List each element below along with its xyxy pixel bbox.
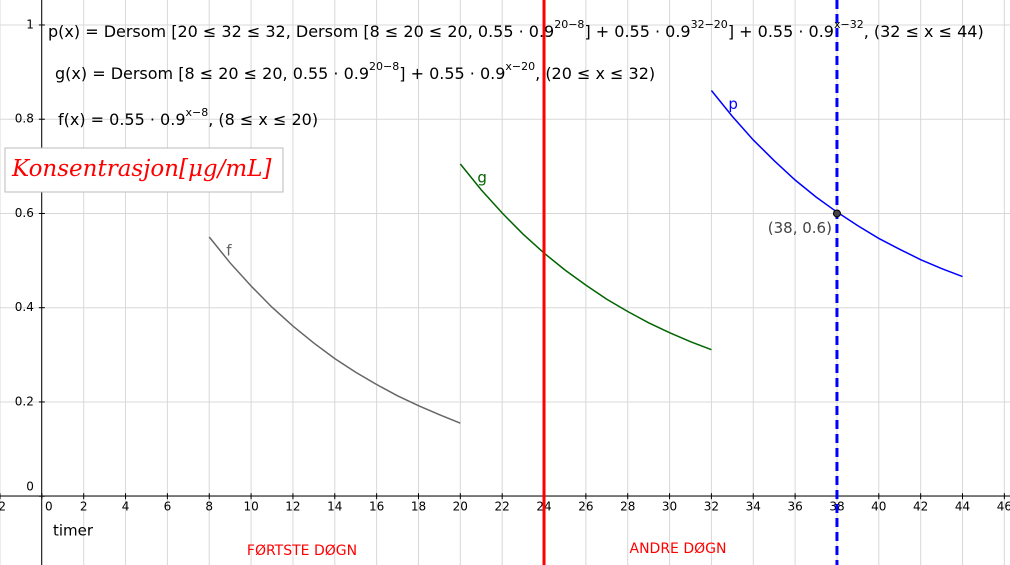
- x-tick-label: 16: [369, 500, 384, 514]
- formula: g(x) = Dersom [8 ≤ 20 ≤ 20, 0.55 · 0.920…: [55, 60, 655, 83]
- x-tick-label: 8: [205, 500, 213, 514]
- x-tick-label: 40: [871, 500, 886, 514]
- y-tick-label: 0: [26, 480, 34, 494]
- x-tick-label: 20: [453, 500, 468, 514]
- x-tick-label: 4: [122, 500, 130, 514]
- formula: f(x) = 0.55 · 0.9x−8​, (8 ≤ x ≤ 20): [58, 106, 318, 129]
- formula-text: p(x) = Dersom [20 ≤ 32 ≤ 32, Dersom [8 ≤…: [48, 22, 554, 41]
- y-tick-label: 0.8: [15, 112, 34, 126]
- region-label: FØRTSTE DØGN: [247, 543, 357, 559]
- x-tick-label: 32: [704, 500, 719, 514]
- x-tick-label: 6: [164, 500, 172, 514]
- formula-superscript: 20−8: [369, 60, 399, 73]
- formula-text: , (32 ≤ x ≤ 44): [864, 22, 984, 41]
- formula: p(x) = Dersom [20 ≤ 32 ≤ 32, Dersom [8 ≤…: [48, 18, 984, 41]
- x-tick-label: 44: [955, 500, 970, 514]
- x-tick-label: -2: [0, 500, 6, 514]
- annotation: Konsentrasjon[μg/mL]: [11, 156, 271, 182]
- y-tick-label: 0.4: [15, 300, 34, 314]
- annotation-box: [4, 147, 284, 193]
- formula-superscript: x−32: [834, 18, 864, 31]
- formula-superscript: 32−20: [691, 18, 728, 31]
- x-tick-label: 12: [285, 500, 300, 514]
- curve-label: f: [226, 242, 232, 260]
- x-tick-label: 28: [620, 500, 635, 514]
- x-tick-label: 36: [787, 500, 802, 514]
- x-tick-label: 46: [997, 500, 1010, 514]
- x-tick-label: 22: [495, 500, 510, 514]
- formula-superscript: x−20: [505, 60, 535, 73]
- x-tick-label: 18: [411, 500, 426, 514]
- point-label: (38, 0.6): [768, 219, 832, 237]
- formula-text: g(x) = Dersom [8 ≤ 20 ≤ 20, 0.55 · 0.9: [55, 64, 369, 83]
- formula-text: , (8 ≤ x ≤ 20): [208, 110, 318, 129]
- formula-text: ] + 0.55 · 0.9: [584, 22, 690, 41]
- x-tick-label: 0: [45, 500, 53, 514]
- formula-superscript: 20−8: [554, 18, 584, 31]
- y-tick-label: 0.6: [15, 206, 34, 220]
- x-tick-label: 26: [578, 500, 593, 514]
- y-tick-label: 1: [26, 17, 34, 31]
- formula-text: , (20 ≤ x ≤ 32): [535, 64, 655, 83]
- x-tick-label: 30: [662, 500, 677, 514]
- formula-superscript: x−8: [186, 106, 209, 119]
- point: [832, 209, 841, 218]
- x-tick-label: 2: [80, 500, 88, 514]
- formula-text: ] + 0.55 · 0.9: [399, 64, 505, 83]
- curve-label: p: [728, 95, 738, 113]
- x-axis-label: timer: [53, 522, 94, 540]
- x-tick-label: 42: [913, 500, 928, 514]
- region-label: ANDRE DØGN: [630, 541, 727, 557]
- x-tick-label: 10: [243, 500, 258, 514]
- curve: [208, 236, 461, 424]
- x-tick-label: 34: [746, 500, 761, 514]
- curve-label: g: [477, 168, 487, 186]
- formula-text: ] + 0.55 · 0.9: [728, 22, 834, 41]
- curve: [459, 163, 712, 351]
- y-tick-label: 0.2: [15, 394, 34, 408]
- formula-text: f(x) = 0.55 · 0.9: [58, 110, 186, 129]
- x-tick-label: 14: [327, 500, 342, 514]
